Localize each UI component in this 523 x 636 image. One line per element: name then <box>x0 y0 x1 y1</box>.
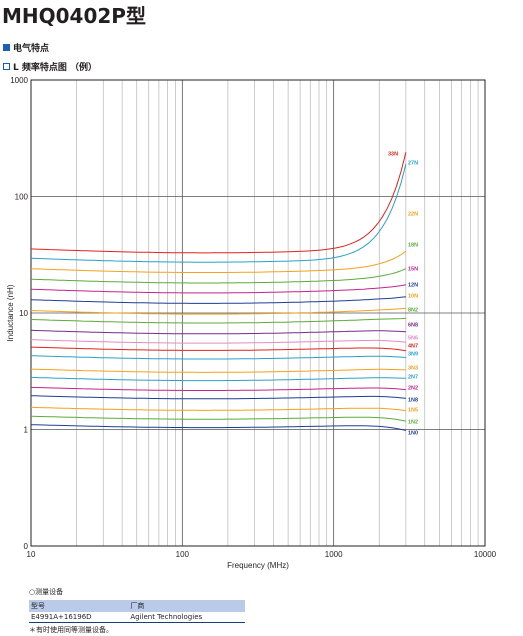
section-freq-heading: L 频率特点图 （例） <box>3 60 97 73</box>
series-line <box>30 339 406 344</box>
series-line <box>30 376 406 382</box>
series-line <box>30 355 406 360</box>
series-label: 2N2 <box>408 386 418 392</box>
measurement-note: ＊有时使用同等测量设备。 <box>29 626 113 634</box>
square-bullet-icon <box>3 44 10 51</box>
series-line <box>30 152 407 254</box>
col-maker-header: 厂商 <box>128 600 245 612</box>
col-model-header: 型号 <box>29 600 129 612</box>
series-label: 1N5 <box>408 408 418 414</box>
series-label: 1N2 <box>408 420 418 426</box>
section-electrical-label: 电气特点 <box>13 44 50 54</box>
x-tick-label: 10 <box>27 550 36 559</box>
series-label: 4N7 <box>408 344 418 350</box>
series-line <box>30 296 406 304</box>
y-tick-label: 10 <box>19 309 28 318</box>
series-label: 15N <box>408 267 418 273</box>
x-tick-label: 1000 <box>325 550 343 559</box>
series-line <box>30 268 407 284</box>
series-line <box>30 346 406 352</box>
series-label: 10N <box>408 294 418 300</box>
series-line <box>30 368 406 373</box>
x-tick-label: 100 <box>176 550 190 559</box>
series-label: 3N9 <box>408 352 418 358</box>
square-outline-bullet-icon <box>3 63 10 70</box>
series-line <box>30 424 407 431</box>
series-label: 27N <box>408 161 418 167</box>
y-tick-label: 100 <box>15 193 29 202</box>
series-label: 18N <box>408 243 418 249</box>
series-line <box>30 329 406 335</box>
series-label: 12N <box>408 283 418 289</box>
series-label: 5N6 <box>408 336 418 342</box>
series-line <box>30 317 406 324</box>
series-label: 1N8 <box>408 398 418 404</box>
y-axis-label: Inductance (nH) <box>6 284 15 341</box>
page-title: MHQ0402P型 <box>2 4 146 28</box>
series-line <box>30 395 406 400</box>
maker-cell: Agilent Technologies <box>128 612 245 623</box>
x-axis-label: Frequency (MHz) <box>227 561 289 570</box>
measurement-row: E4991A+16196D Agilent Technologies <box>29 612 245 623</box>
series-label: 1N0 <box>408 431 418 437</box>
series-label: 6N8 <box>408 323 418 329</box>
series-line <box>30 307 406 315</box>
measurement-heading: ○测量设备 <box>29 588 64 596</box>
measurement-equipment: ○测量设备 型号 厂商 E4991A+16196D Agilent Techno… <box>29 587 245 635</box>
y-tick-label: 1 <box>24 426 29 435</box>
y-tick-label: 0 <box>24 542 29 551</box>
series-label: 2N7 <box>408 375 418 381</box>
section-freq-label: L 频率特点图 （例） <box>13 63 98 73</box>
series-line <box>30 163 407 263</box>
measurement-header-row: 型号 厂商 <box>29 600 245 612</box>
series-label: 22N <box>408 212 418 218</box>
plot-frame <box>30 79 486 547</box>
model-cell: E4991A+16196D <box>29 612 129 623</box>
y-tick-label: 1000 <box>10 76 28 85</box>
series-line <box>30 386 406 391</box>
section-electrical-heading: 电气特点 <box>3 41 49 54</box>
x-tick-label: 10000 <box>474 550 497 559</box>
series-line <box>30 284 406 294</box>
series-line <box>30 406 406 412</box>
measurement-table: 型号 厂商 E4991A+16196D Agilent Technologies <box>29 600 245 623</box>
series-line <box>30 415 406 422</box>
series-line <box>30 250 407 273</box>
series-label: 33N <box>388 152 398 158</box>
series-label: 8N2 <box>408 308 418 314</box>
inductance-frequency-chart: 10 100 1000 10000 0 1 10 100 1000 Frequency (MHz)… <box>6 76 497 570</box>
series-label: 3N3 <box>408 366 418 372</box>
